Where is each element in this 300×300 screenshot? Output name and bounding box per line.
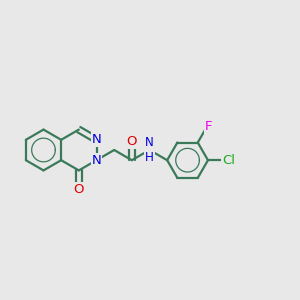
- Text: Cl: Cl: [222, 154, 236, 167]
- Text: N: N: [92, 133, 101, 146]
- Text: O: O: [74, 183, 84, 196]
- Text: O: O: [127, 135, 137, 148]
- Text: N: N: [92, 154, 101, 167]
- Text: N
H: N H: [145, 136, 154, 164]
- Text: F: F: [205, 119, 213, 133]
